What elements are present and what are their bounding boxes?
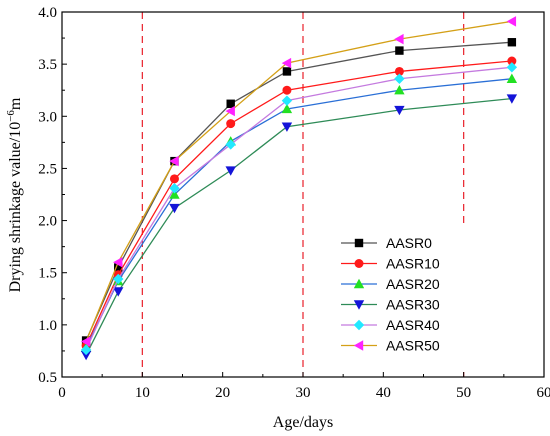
legend-label: AASR10 <box>386 256 440 272</box>
series-aasr40 <box>80 62 518 356</box>
legend-item-aasr20: AASR20 <box>341 276 440 292</box>
legend-item-aasr0: AASR0 <box>341 235 432 251</box>
legend-marker-aasr10 <box>354 259 364 268</box>
y-axis-title: Drying shrinkage value/10−6m <box>5 97 24 292</box>
x-tick-label: 50 <box>456 385 471 401</box>
legend-label: AASR50 <box>386 338 440 354</box>
legend-item-aasr10: AASR10 <box>341 256 440 272</box>
data-point-aasr0 <box>395 46 404 55</box>
data-point-aasr0 <box>507 38 517 47</box>
data-point-aasr10 <box>507 56 517 66</box>
legend-label: AASR30 <box>386 297 440 313</box>
legend-marker-aasr50 <box>353 340 364 351</box>
legend-marker-aasr30 <box>353 300 365 310</box>
data-point-aasr30 <box>394 105 405 116</box>
data-point-aasr0 <box>282 67 292 76</box>
data-point-aasr50 <box>225 105 235 117</box>
data-point-aasr30 <box>225 166 236 176</box>
data-point-aasr30 <box>113 287 124 297</box>
data-point-aasr30 <box>281 122 293 132</box>
legend-item-aasr30: AASR30 <box>341 297 440 313</box>
y-tick-label: 0.5 <box>38 370 57 386</box>
data-point-aasr40 <box>394 73 405 84</box>
data-point-aasr50 <box>506 16 517 27</box>
legend-marker-aasr40 <box>353 319 365 331</box>
data-point-aasr20 <box>394 85 405 95</box>
y-tick-label: 1.5 <box>38 266 57 282</box>
data-point-aasr40 <box>225 139 236 150</box>
axis-tick-labels: 0 10 20 30 40 50 60 0.5 1.0 1.5 2.0 2.5 3.0 3.5 4.0 <box>38 5 550 401</box>
data-point-aasr20 <box>506 73 518 83</box>
data-point-aasr40 <box>80 344 92 356</box>
legend-label: AASR40 <box>386 317 440 333</box>
y-axis-title-unit: m <box>7 97 24 110</box>
y-tick-label: 1.0 <box>38 318 57 334</box>
x-tick-label: 0 <box>58 385 66 401</box>
data-point-aasr0 <box>226 99 235 108</box>
y-tick-label: 2.0 <box>38 214 57 230</box>
legend-marker-aasr20 <box>353 278 365 289</box>
data-point-aasr50 <box>113 257 123 268</box>
x-tick-label: 10 <box>135 385 150 401</box>
legend-box <box>335 227 465 367</box>
data-point-aasr50 <box>281 57 292 69</box>
data-point-aasr50 <box>80 336 91 347</box>
data-point-aasr50 <box>169 155 179 167</box>
y-axis-title-exponent: −6 <box>5 110 17 122</box>
x-axis-title: Age/days <box>273 414 333 431</box>
series-aasr30 <box>80 94 518 361</box>
legend-item-aasr50: AASR50 <box>341 338 440 354</box>
x-tick-label: 60 <box>537 385 550 401</box>
data-point-aasr10 <box>282 85 292 95</box>
y-tick-label: 4.0 <box>38 5 57 21</box>
data-point-aasr40 <box>506 62 518 73</box>
legend-marker-aasr0 <box>354 238 364 248</box>
x-tick-label: 30 <box>296 385 311 401</box>
data-point-aasr20 <box>169 189 180 199</box>
y-tick-label: 3.0 <box>38 109 57 125</box>
data-point-aasr30 <box>80 350 92 361</box>
data-point-aasr10 <box>226 119 236 129</box>
data-point-aasr10 <box>169 174 179 184</box>
y-tick-label: 2.5 <box>38 161 57 177</box>
data-point-aasr40 <box>169 183 180 194</box>
data-point-aasr40 <box>113 273 124 285</box>
data-point-aasr50 <box>394 33 404 45</box>
axis-ticks <box>61 11 545 378</box>
data-point-aasr30 <box>169 203 180 214</box>
legend-label: AASR0 <box>386 235 432 251</box>
data-point-aasr10 <box>394 66 404 76</box>
x-tick-label: 20 <box>215 385 230 401</box>
data-point-aasr0 <box>114 263 123 272</box>
y-axis-title-main: Drying shrinkage value/10 <box>7 122 24 293</box>
x-tick-label: 40 <box>376 385 391 401</box>
legend-label: AASR20 <box>386 276 440 292</box>
data-point-aasr20 <box>281 103 293 114</box>
series-layer <box>80 16 518 361</box>
data-point-aasr40 <box>281 95 293 106</box>
series-aasr50 <box>80 16 517 347</box>
y-tick-label: 3.5 <box>38 57 57 73</box>
legend: AASR0 AASR10 AASR20 AASR30 AASR40 AASR50 <box>335 227 465 367</box>
data-point-aasr30 <box>506 94 518 104</box>
legend-item-aasr40: AASR40 <box>341 317 440 333</box>
